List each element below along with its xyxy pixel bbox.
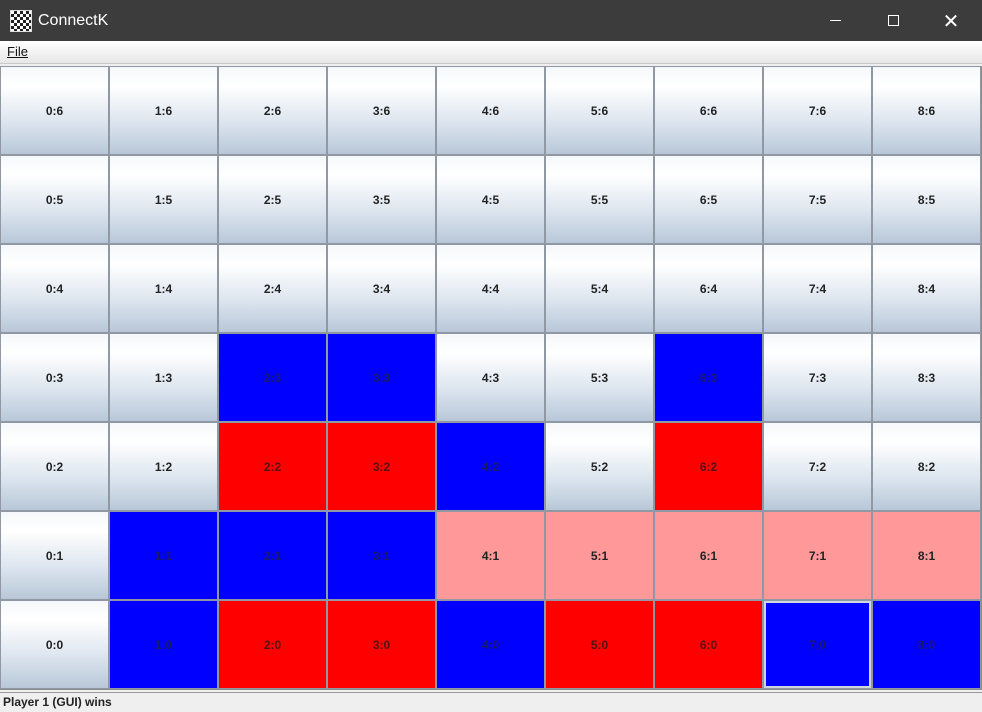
board-cell-2-6[interactable]: 2:6	[218, 66, 327, 155]
board-cell-8-5[interactable]: 8:5	[872, 155, 981, 244]
board-cell-2-5[interactable]: 2:5	[218, 155, 327, 244]
board-cell-4-4[interactable]: 4:4	[436, 244, 545, 333]
board-cell-8-1[interactable]: 8:1	[872, 511, 981, 600]
board-cell-2-4[interactable]: 2:4	[218, 244, 327, 333]
board-cell-0-4[interactable]: 0:4	[0, 244, 109, 333]
board-cell-1-3[interactable]: 1:3	[109, 333, 218, 422]
board-cell-8-6[interactable]: 8:6	[872, 66, 981, 155]
board-cell-6-1[interactable]: 6:1	[654, 511, 763, 600]
board-cell-5-4[interactable]: 5:4	[545, 244, 654, 333]
board-cell-3-3[interactable]: 3:3	[327, 333, 436, 422]
board-cell-5-0[interactable]: 5:0	[545, 600, 654, 689]
board-cell-6-6[interactable]: 6:6	[654, 66, 763, 155]
board-cell-8-0[interactable]: 8:0	[872, 600, 981, 689]
board-cell-7-3[interactable]: 7:3	[763, 333, 872, 422]
board-cell-4-6[interactable]: 4:6	[436, 66, 545, 155]
board-cell-4-2[interactable]: 4:2	[436, 422, 545, 511]
board-cell-4-5[interactable]: 4:5	[436, 155, 545, 244]
board-cell-7-6[interactable]: 7:6	[763, 66, 872, 155]
board-cell-3-0[interactable]: 3:0	[327, 600, 436, 689]
board-cell-8-4[interactable]: 8:4	[872, 244, 981, 333]
board-cell-1-0[interactable]: 1:0	[109, 600, 218, 689]
board-cell-1-4[interactable]: 1:4	[109, 244, 218, 333]
board-cell-8-2[interactable]: 8:2	[872, 422, 981, 511]
board-cell-5-2[interactable]: 5:2	[545, 422, 654, 511]
board-cell-4-3[interactable]: 4:3	[436, 333, 545, 422]
board-cell-4-0[interactable]: 4:0	[436, 600, 545, 689]
board-cell-5-1[interactable]: 5:1	[545, 511, 654, 600]
close-icon: ✕	[942, 8, 960, 33]
board-cell-2-0[interactable]: 2:0	[218, 600, 327, 689]
app-icon	[10, 9, 32, 32]
board-cell-3-5[interactable]: 3:5	[327, 155, 436, 244]
board-cell-6-2[interactable]: 6:2	[654, 422, 763, 511]
board-cell-5-5[interactable]: 5:5	[545, 155, 654, 244]
board-cell-6-3[interactable]: 6:3	[654, 333, 763, 422]
close-button[interactable]: ✕	[922, 0, 980, 41]
board-cell-1-6[interactable]: 1:6	[109, 66, 218, 155]
maximize-button[interactable]	[864, 0, 922, 41]
board-cell-3-1[interactable]: 3:1	[327, 511, 436, 600]
board-cell-2-3[interactable]: 2:3	[218, 333, 327, 422]
status-text: Player 1 (GUI) wins	[3, 695, 112, 709]
board-cell-0-1[interactable]: 0:1	[0, 511, 109, 600]
maximize-icon	[887, 15, 899, 26]
board-cell-1-5[interactable]: 1:5	[109, 155, 218, 244]
board-cell-7-1[interactable]: 7:1	[763, 511, 872, 600]
board-cell-5-6[interactable]: 5:6	[545, 66, 654, 155]
status-bar: Player 1 (GUI) wins	[0, 692, 982, 712]
board-cell-2-1[interactable]: 2:1	[218, 511, 327, 600]
board-cell-1-1[interactable]: 1:1	[109, 511, 218, 600]
board-cell-0-3[interactable]: 0:3	[0, 333, 109, 422]
board-cell-3-6[interactable]: 3:6	[327, 66, 436, 155]
board-cell-0-0[interactable]: 0:0	[0, 600, 109, 689]
menu-file[interactable]: File	[7, 44, 28, 59]
board-cell-2-2[interactable]: 2:2	[218, 422, 327, 511]
board-cell-6-0[interactable]: 6:0	[654, 600, 763, 689]
board-cell-3-2[interactable]: 3:2	[327, 422, 436, 511]
board-cell-0-5[interactable]: 0:5	[0, 155, 109, 244]
menu-bar: File	[0, 41, 982, 64]
board-cell-1-2[interactable]: 1:2	[109, 422, 218, 511]
game-board: 0:6 1:6 2:6 3:6 4:6 5:6 6:6 7:6 8:6 0:5 1:5 2:5 3:5 4…	[0, 66, 982, 690]
board-cell-7-2[interactable]: 7:2	[763, 422, 872, 511]
board-cell-6-5[interactable]: 6:5	[654, 155, 763, 244]
board-cell-0-6[interactable]: 0:6	[0, 66, 109, 155]
board-cell-5-3[interactable]: 5:3	[545, 333, 654, 422]
board-cell-6-4[interactable]: 6:4	[654, 244, 763, 333]
board-cell-3-4[interactable]: 3:4	[327, 244, 436, 333]
minimize-icon	[829, 20, 841, 21]
board-cell-7-4[interactable]: 7:4	[763, 244, 872, 333]
board-cell-0-2[interactable]: 0:2	[0, 422, 109, 511]
title-bar[interactable]: ConnectK ✕	[0, 0, 982, 41]
minimize-button[interactable]	[806, 0, 864, 41]
window-title: ConnectK	[38, 11, 109, 29]
board-cell-7-5[interactable]: 7:5	[763, 155, 872, 244]
board-cell-7-0[interactable]: 7:0	[763, 600, 872, 689]
board-cell-8-3[interactable]: 8:3	[872, 333, 981, 422]
board-cell-4-1[interactable]: 4:1	[436, 511, 545, 600]
